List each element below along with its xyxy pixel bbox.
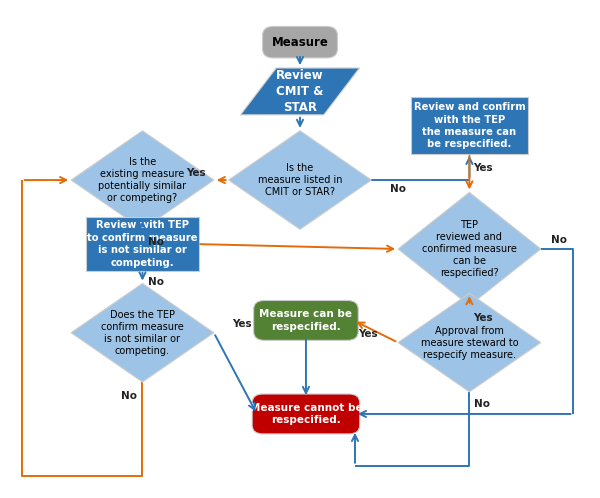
- Text: No: No: [551, 235, 566, 245]
- Text: Does the TEP
confirm measure
is not similar or
competing.: Does the TEP confirm measure is not simi…: [101, 310, 184, 356]
- Text: Measure: Measure: [272, 36, 328, 49]
- FancyBboxPatch shape: [263, 26, 337, 58]
- Text: Yes: Yes: [233, 319, 252, 329]
- Text: No: No: [475, 399, 490, 409]
- Text: Is the
existing measure
potentially similar
or competing?: Is the existing measure potentially simi…: [98, 157, 187, 203]
- Text: Review
CMIT &
STAR: Review CMIT & STAR: [276, 69, 324, 114]
- Text: Approval from
measure steward to
respecify measure.: Approval from measure steward to respeci…: [421, 326, 518, 360]
- Polygon shape: [398, 192, 541, 306]
- Text: Measure cannot be
respecified.: Measure cannot be respecified.: [250, 403, 362, 425]
- Text: Is the
measure listed in
CMIT or STAR?: Is the measure listed in CMIT or STAR?: [258, 163, 342, 197]
- Text: Review with TEP
to confirm measure
is not similar or
competing.: Review with TEP to confirm measure is no…: [87, 221, 198, 268]
- Text: Yes: Yes: [359, 329, 378, 339]
- Text: Yes: Yes: [473, 163, 493, 173]
- Text: Review and confirm
with the TEP
the measure can
be respecified.: Review and confirm with the TEP the meas…: [413, 102, 525, 149]
- FancyBboxPatch shape: [86, 217, 199, 271]
- FancyBboxPatch shape: [411, 97, 527, 154]
- Polygon shape: [71, 131, 214, 229]
- Polygon shape: [241, 68, 359, 115]
- Text: No: No: [121, 391, 137, 401]
- Text: Measure can be
respecified.: Measure can be respecified.: [259, 309, 352, 332]
- Text: TEP
reviewed and
confirmed measure
can be
respecified?: TEP reviewed and confirmed measure can b…: [422, 220, 517, 278]
- FancyBboxPatch shape: [252, 394, 360, 434]
- Text: Yes: Yes: [473, 313, 493, 323]
- Text: No: No: [390, 184, 406, 194]
- Text: No: No: [148, 277, 164, 287]
- Text: Yes: Yes: [186, 168, 206, 178]
- Polygon shape: [229, 131, 371, 229]
- Polygon shape: [398, 293, 541, 392]
- Text: No: No: [148, 237, 164, 247]
- FancyBboxPatch shape: [254, 300, 358, 340]
- Polygon shape: [71, 283, 214, 382]
